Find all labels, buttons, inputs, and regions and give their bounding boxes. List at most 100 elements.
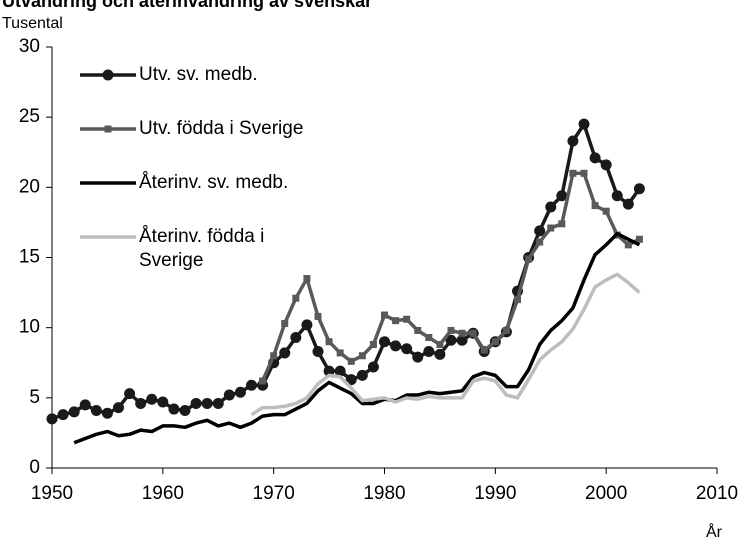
point: [290, 331, 302, 343]
point: [168, 403, 180, 415]
point: [392, 317, 400, 325]
point: [157, 396, 169, 408]
point: [336, 349, 344, 357]
point: [547, 224, 555, 232]
point: [434, 348, 446, 360]
y-tick-label: 15: [19, 247, 40, 268]
legend-marker: [104, 125, 112, 133]
series-line: [73, 231, 641, 445]
legend-label: Återinv. sv. medb.: [139, 172, 289, 193]
point: [234, 386, 246, 398]
point: [301, 319, 313, 331]
point: [201, 397, 213, 409]
point: [558, 220, 566, 228]
point: [146, 393, 158, 405]
point: [569, 169, 577, 177]
y-tick-label: 20: [19, 176, 40, 197]
series-line: [250, 272, 641, 417]
point: [323, 365, 335, 377]
point: [425, 333, 433, 341]
point: [567, 135, 579, 147]
point: [46, 413, 58, 425]
point: [345, 374, 357, 386]
x-tick-label: 1990: [474, 483, 516, 504]
point: [458, 329, 466, 337]
point: [545, 201, 557, 213]
x-axis-label: År: [706, 522, 723, 541]
point: [591, 202, 599, 210]
point: [312, 346, 324, 358]
x-tick-label: 1960: [142, 483, 184, 504]
point: [379, 336, 390, 348]
point: [325, 338, 333, 346]
y-tick-label: 5: [29, 387, 40, 408]
point: [456, 334, 468, 346]
point: [556, 190, 568, 202]
point: [580, 169, 588, 177]
point: [347, 357, 355, 365]
x-tick-label: 1950: [31, 483, 73, 504]
point: [356, 369, 368, 381]
point: [212, 397, 224, 409]
y-tick-label: 25: [19, 106, 40, 127]
point: [79, 399, 91, 411]
point: [600, 159, 612, 171]
point: [635, 235, 643, 243]
point: [401, 343, 413, 355]
point: [390, 340, 402, 352]
point: [602, 207, 610, 215]
point: [303, 275, 311, 283]
point: [314, 312, 322, 320]
y-tick-label: 0: [29, 457, 40, 478]
point: [480, 346, 488, 354]
point: [124, 388, 136, 400]
point: [534, 225, 546, 237]
point: [101, 407, 113, 419]
chart-title: Utvandring och återinvandring av svenska…: [2, 0, 372, 11]
point: [259, 377, 267, 385]
point: [369, 341, 377, 349]
point: [447, 326, 455, 334]
point: [502, 326, 510, 334]
x-tick-label: 1970: [253, 483, 295, 504]
legend-marker: [102, 69, 114, 81]
point: [68, 406, 80, 418]
y-tick-label: 10: [19, 317, 40, 338]
point: [281, 319, 289, 327]
y-tick-label: 30: [19, 36, 40, 57]
point: [381, 311, 388, 319]
point: [57, 409, 69, 421]
point: [491, 338, 499, 346]
point: [113, 402, 124, 414]
point: [624, 241, 632, 249]
point: [279, 347, 291, 359]
legend-label: Återinv. födda i Sverige: [139, 226, 265, 271]
point: [436, 341, 444, 349]
point: [135, 397, 147, 409]
point: [622, 198, 634, 210]
point: [633, 183, 645, 195]
point: [414, 326, 422, 334]
x-tick-label: 2010: [696, 483, 738, 504]
point: [578, 118, 590, 130]
point: [179, 404, 191, 416]
legend-label: Utv. födda i Sverige: [139, 118, 304, 139]
point: [423, 346, 435, 358]
point: [223, 389, 235, 401]
point: [246, 379, 257, 391]
point: [270, 352, 278, 360]
point: [403, 315, 411, 323]
point: [525, 255, 533, 263]
point: [358, 352, 366, 360]
point: [412, 351, 424, 363]
point: [334, 365, 346, 377]
legend-label: Utv. sv. medb.: [139, 64, 258, 85]
x-tick-label: 2000: [585, 483, 627, 504]
point: [611, 190, 623, 202]
point: [469, 329, 477, 337]
point: [367, 361, 379, 373]
point: [292, 294, 300, 302]
point: [90, 404, 102, 416]
